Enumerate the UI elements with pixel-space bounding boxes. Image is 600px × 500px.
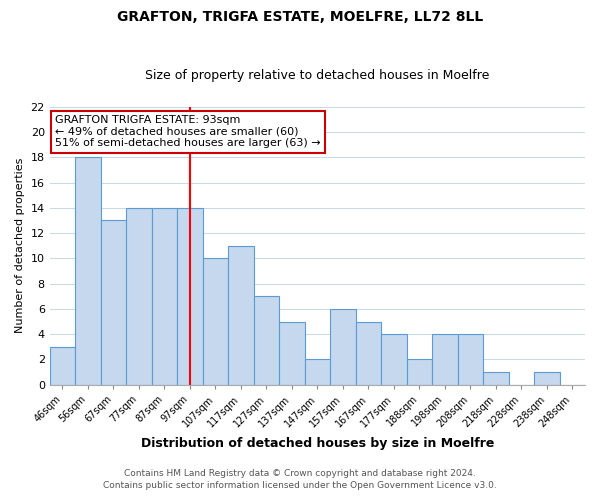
Bar: [152, 208, 177, 384]
Bar: [305, 360, 330, 384]
Bar: [356, 322, 381, 384]
Bar: [381, 334, 407, 384]
Text: Contains HM Land Registry data © Crown copyright and database right 2024.
Contai: Contains HM Land Registry data © Crown c…: [103, 468, 497, 490]
Bar: [126, 208, 152, 384]
Bar: [534, 372, 560, 384]
Bar: [432, 334, 458, 384]
Y-axis label: Number of detached properties: Number of detached properties: [15, 158, 25, 334]
X-axis label: Distribution of detached houses by size in Moelfre: Distribution of detached houses by size …: [140, 437, 494, 450]
Bar: [458, 334, 483, 384]
Text: GRAFTON TRIGFA ESTATE: 93sqm
← 49% of detached houses are smaller (60)
51% of se: GRAFTON TRIGFA ESTATE: 93sqm ← 49% of de…: [55, 115, 320, 148]
Bar: [483, 372, 509, 384]
Bar: [177, 208, 203, 384]
Bar: [203, 258, 228, 384]
Bar: [279, 322, 305, 384]
Title: Size of property relative to detached houses in Moelfre: Size of property relative to detached ho…: [145, 69, 490, 82]
Bar: [228, 246, 254, 384]
Bar: [254, 296, 279, 384]
Bar: [330, 309, 356, 384]
Bar: [407, 360, 432, 384]
Text: GRAFTON, TRIGFA ESTATE, MOELFRE, LL72 8LL: GRAFTON, TRIGFA ESTATE, MOELFRE, LL72 8L…: [117, 10, 483, 24]
Bar: [101, 220, 126, 384]
Bar: [50, 347, 75, 385]
Bar: [75, 158, 101, 384]
